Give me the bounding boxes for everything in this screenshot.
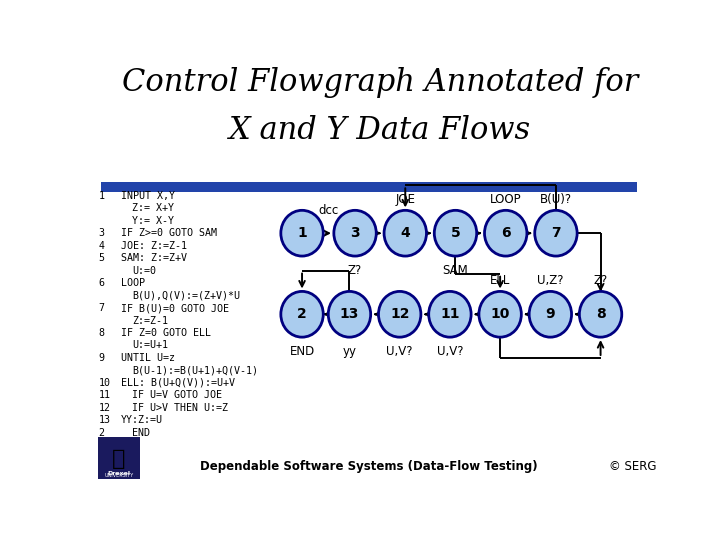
Text: Z:= X+Y: Z:= X+Y (132, 203, 174, 213)
Text: IF B(U)=0 GOTO JOE: IF B(U)=0 GOTO JOE (121, 303, 229, 313)
Text: B(U)?: B(U)? (540, 193, 572, 206)
Text: LOOP: LOOP (121, 278, 145, 288)
Text: INPUT X,Y: INPUT X,Y (121, 191, 175, 201)
Text: IF U=V GOTO JOE: IF U=V GOTO JOE (132, 390, 222, 400)
Text: 8: 8 (595, 307, 606, 321)
Text: 9: 9 (99, 353, 104, 363)
Ellipse shape (529, 292, 572, 337)
Ellipse shape (485, 211, 527, 256)
Text: B(U-1):=B(U+1)+Q(V-1): B(U-1):=B(U+1)+Q(V-1) (132, 366, 258, 375)
Text: Y:= X-Y: Y:= X-Y (132, 215, 174, 226)
Text: U:=U+1: U:=U+1 (132, 340, 168, 350)
Ellipse shape (535, 211, 577, 256)
Ellipse shape (334, 211, 377, 256)
Text: SAM: SAM (443, 265, 469, 278)
FancyBboxPatch shape (99, 437, 140, 478)
Ellipse shape (281, 292, 323, 337)
Text: U,Z?: U,Z? (537, 274, 564, 287)
Text: IF Z>=0 GOTO SAM: IF Z>=0 GOTO SAM (121, 228, 217, 238)
Text: U:=0: U:=0 (132, 266, 156, 275)
Text: SAM: Z:=Z+V: SAM: Z:=Z+V (121, 253, 186, 263)
Text: 5: 5 (99, 253, 104, 263)
Text: 3: 3 (99, 228, 104, 238)
Text: 11: 11 (99, 390, 110, 400)
Ellipse shape (379, 292, 421, 337)
Text: 13: 13 (340, 307, 359, 321)
Ellipse shape (580, 292, 622, 337)
Text: LOOP: LOOP (490, 193, 521, 206)
Text: dcc: dcc (318, 204, 338, 217)
Text: 5: 5 (451, 226, 460, 240)
Text: IF Z=0 GOTO ELL: IF Z=0 GOTO ELL (121, 328, 211, 338)
Ellipse shape (428, 292, 471, 337)
Text: yy: yy (343, 346, 356, 359)
Text: ELL: ELL (490, 274, 510, 287)
Text: ELL: B(U+Q(V)):=U+V: ELL: B(U+Q(V)):=U+V (121, 378, 235, 388)
Text: U,V?: U,V? (387, 346, 413, 359)
Text: 13: 13 (99, 415, 110, 426)
Text: 9: 9 (546, 307, 555, 321)
Text: 1: 1 (297, 226, 307, 240)
Text: 2: 2 (99, 428, 104, 438)
Text: 1: 1 (99, 191, 104, 201)
Text: Z:=Z-1: Z:=Z-1 (132, 315, 168, 326)
Text: 2: 2 (297, 307, 307, 321)
Text: Dependable Software Systems (Data-Flow Testing): Dependable Software Systems (Data-Flow T… (200, 460, 538, 472)
Text: B(U),Q(V):=(Z+V)*U: B(U),Q(V):=(Z+V)*U (132, 291, 240, 301)
Text: END: END (132, 428, 150, 438)
Text: IF U>V THEN U:=Z: IF U>V THEN U:=Z (132, 403, 228, 413)
Ellipse shape (434, 211, 477, 256)
Text: 10: 10 (490, 307, 510, 321)
Text: 3: 3 (350, 226, 360, 240)
Text: Z?: Z? (593, 274, 608, 287)
Text: 6: 6 (501, 226, 510, 240)
Text: 6: 6 (99, 278, 104, 288)
Text: X and Y Data Flows: X and Y Data Flows (229, 114, 531, 146)
Text: 11: 11 (440, 307, 459, 321)
Text: UNTIL U=z: UNTIL U=z (121, 353, 175, 363)
FancyBboxPatch shape (101, 183, 637, 192)
Text: END: END (289, 346, 315, 359)
Text: Z?: Z? (348, 265, 362, 278)
Text: UNIVERSITY: UNIVERSITY (104, 473, 134, 478)
Text: JOE: JOE (395, 193, 415, 206)
Ellipse shape (281, 211, 323, 256)
Text: 4: 4 (400, 226, 410, 240)
Text: Drexel: Drexel (107, 471, 130, 476)
Text: 12: 12 (390, 307, 410, 321)
Text: 🐲: 🐲 (112, 449, 126, 469)
Ellipse shape (328, 292, 371, 337)
Text: Control Flowgraph Annotated for: Control Flowgraph Annotated for (122, 67, 639, 98)
Text: © SERG: © SERG (609, 460, 657, 472)
Text: U,V?: U,V? (436, 346, 463, 359)
Text: 4: 4 (99, 241, 104, 251)
Text: 8: 8 (99, 328, 104, 338)
Text: 12: 12 (99, 403, 110, 413)
Text: YY:Z:=U: YY:Z:=U (121, 415, 163, 426)
Text: JOE: Z:=Z-1: JOE: Z:=Z-1 (121, 241, 186, 251)
Text: 7: 7 (99, 303, 104, 313)
Ellipse shape (384, 211, 426, 256)
Ellipse shape (479, 292, 521, 337)
Text: 7: 7 (551, 226, 561, 240)
Text: 10: 10 (99, 378, 110, 388)
